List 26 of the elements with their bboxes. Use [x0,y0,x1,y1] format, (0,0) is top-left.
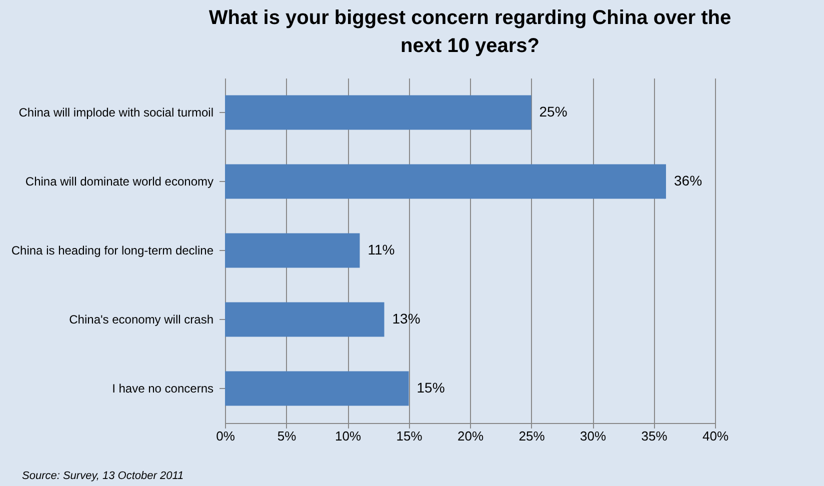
x-tick-label: 40% [702,428,729,444]
x-tick-label: 10% [334,428,362,444]
bar [225,233,360,268]
x-tick-label: 0% [216,428,236,444]
data-label: 36% [674,172,702,188]
data-label: 13% [392,310,420,326]
data-label: 15% [416,380,445,396]
bar [225,95,532,130]
x-tick-label: 5% [277,428,297,444]
bar [225,164,666,199]
y-tick-label: China's economy will crash [69,312,214,326]
bar [225,302,384,337]
x-tick-label: 25% [518,428,546,444]
x-tick-label: 30% [580,428,606,444]
y-tick-label: China will implode with social turmoil [18,106,214,120]
x-tick-label: 35% [641,428,668,444]
y-tick-label: I have no concerns [112,382,214,396]
chart-title: What is your biggest concern regarding China over the next 10 years? [208,7,732,57]
data-label: 11% [368,242,395,258]
y-tick-label: China is heading for long-term decline [11,244,214,258]
x-tick-label: 20% [457,428,484,444]
y-tick-label: China will dominate world economy [25,174,214,188]
bar [225,371,409,406]
x-tick-label: 15% [396,428,423,444]
source-note: Source: Survey, 13 October 2011 [22,470,184,482]
data-label: 25% [539,104,568,120]
